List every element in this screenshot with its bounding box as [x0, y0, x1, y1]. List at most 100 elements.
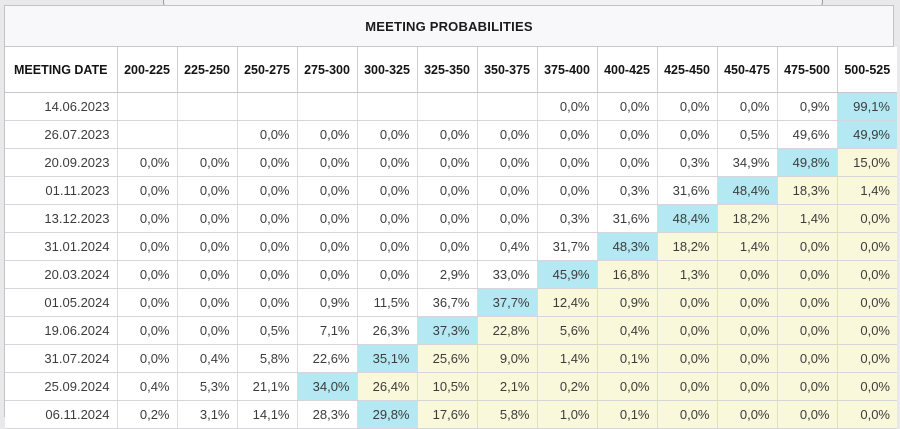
probability-cell: 1,4%: [716, 232, 777, 261]
probability-cell: 34,9%: [716, 148, 777, 177]
probability-cell: 0,4%: [176, 344, 237, 373]
probability-cell: 0,0%: [596, 372, 657, 401]
probability-cell: 0,0%: [356, 260, 417, 289]
meeting-date-header: MEETING DATE: [5, 47, 117, 93]
meeting-date-cell: 31.07.2024: [5, 344, 117, 373]
probability-cell: 28,3%: [296, 400, 357, 429]
probability-cell: 45,9%: [536, 260, 597, 289]
probability-cell: 0,0%: [776, 232, 837, 261]
probability-cell: 0,0%: [296, 204, 357, 233]
probability-cell: 0,0%: [836, 204, 897, 233]
probability-cell: 0,0%: [416, 176, 477, 205]
probability-cell: 0,0%: [116, 148, 177, 177]
probability-cell: 0,0%: [296, 148, 357, 177]
rate-range-header: 325-350: [416, 47, 477, 93]
meeting-probabilities-panel: MEETING PROBABILITIES MEETING DATE 200-22…: [4, 5, 897, 429]
probability-cell: 0,0%: [836, 260, 897, 289]
probability-cell: 0,0%: [236, 148, 297, 177]
probability-cell: [416, 92, 477, 121]
probability-cell: 0,0%: [236, 260, 297, 289]
meeting-date-cell: 19.06.2024: [5, 316, 117, 345]
meeting-date-cell: 26.07.2023: [5, 120, 117, 149]
rate-range-header: 450-475: [716, 47, 777, 93]
header-row: MEETING DATE 200-225 225-250 250-275 275-300…: [5, 47, 897, 93]
probability-cell: [296, 92, 357, 121]
meeting-date-cell: 20.09.2023: [5, 148, 117, 177]
probability-cell: 0,0%: [776, 260, 837, 289]
probability-cell: 0,0%: [116, 176, 177, 205]
probability-cell: 0,0%: [776, 372, 837, 401]
probability-cell: 14,1%: [236, 400, 297, 429]
probability-cell: 49,6%: [776, 120, 837, 149]
probability-cell: 0,4%: [596, 316, 657, 345]
probability-cell: 0,0%: [416, 148, 477, 177]
probability-cell: 0,0%: [716, 372, 777, 401]
probability-cell: 5,8%: [236, 344, 297, 373]
probability-cell: 0,5%: [716, 120, 777, 149]
rate-range-header: 275-300: [296, 47, 357, 93]
probability-cell: 0,0%: [176, 232, 237, 261]
probability-cell: 0,0%: [356, 232, 417, 261]
probability-cell: 0,0%: [236, 204, 297, 233]
probability-cell: 0,0%: [176, 260, 237, 289]
probability-cell: 22,6%: [296, 344, 357, 373]
probability-cell: 0,0%: [356, 176, 417, 205]
probability-cell: [236, 92, 297, 121]
probability-cell: 0,0%: [656, 372, 717, 401]
probability-cell: 0,9%: [596, 288, 657, 317]
probability-cell: 31,6%: [596, 204, 657, 233]
probability-cell: 37,7%: [476, 288, 537, 317]
probability-cell: 25,6%: [416, 344, 477, 373]
probability-cell: 0,0%: [536, 176, 597, 205]
probability-cell: 35,1%: [356, 344, 417, 373]
probability-cell: 22,8%: [476, 316, 537, 345]
meeting-date-cell: 31.01.2024: [5, 232, 117, 261]
probability-cell: 0,0%: [716, 316, 777, 345]
probability-cell: 12,4%: [536, 288, 597, 317]
meeting-row: 25.09.2024 0,4% 5,3% 21,1% 34,0% 26,4% 10,5% 2,…: [5, 372, 897, 401]
probability-cell: 99,1%: [836, 92, 897, 121]
probability-cell: 1,3%: [656, 260, 717, 289]
probability-cell: 29,8%: [356, 400, 417, 429]
probability-cell: 16,8%: [596, 260, 657, 289]
meeting-row: 01.11.2023 0,0% 0,0% 0,0% 0,0% 0,0% 0,0% 0,0% 0,…: [5, 176, 897, 205]
probability-cell: 34,0%: [296, 372, 357, 401]
probability-cell: 37,3%: [416, 316, 477, 345]
probability-cell: 48,4%: [656, 204, 717, 233]
probability-cell: 9,0%: [476, 344, 537, 373]
probability-cell: 18,3%: [776, 176, 837, 205]
probability-cell: 0,0%: [116, 288, 177, 317]
probability-cell: 2,9%: [416, 260, 477, 289]
probability-cell: 2,1%: [476, 372, 537, 401]
probability-cell: 0,0%: [296, 232, 357, 261]
probability-cell: 0,0%: [716, 400, 777, 429]
probability-cell: 0,0%: [776, 344, 837, 373]
probability-cell: 0,0%: [116, 344, 177, 373]
probability-cell: [176, 120, 237, 149]
probability-cell: 0,0%: [296, 176, 357, 205]
probability-cell: 0,0%: [476, 120, 537, 149]
meeting-row: 31.07.2024 0,0% 0,4% 5,8% 22,6% 35,1% 25,6% 9,0…: [5, 344, 897, 373]
rate-range-header: 300-325: [356, 47, 417, 93]
rate-range-header: 200-225: [116, 47, 177, 93]
probability-cell: 1,4%: [536, 344, 597, 373]
probability-cell: 3,1%: [176, 400, 237, 429]
probability-cell: 0,0%: [176, 204, 237, 233]
probability-cell: 15,0%: [836, 148, 897, 177]
probability-cell: 31,6%: [656, 176, 717, 205]
probability-cell: 0,4%: [476, 232, 537, 261]
probability-cell: 0,0%: [416, 204, 477, 233]
probability-cell: 1,0%: [536, 400, 597, 429]
probability-cell: [116, 92, 177, 121]
probability-cell: 21,1%: [236, 372, 297, 401]
meeting-row: 01.05.2024 0,0% 0,0% 0,0% 0,9% 11,5% 36,7% 37,7…: [5, 288, 897, 317]
probability-cell: 0,0%: [656, 120, 717, 149]
probability-cell: 0,0%: [476, 148, 537, 177]
rate-range-header: 350-375: [476, 47, 537, 93]
probability-cell: 0,0%: [656, 316, 717, 345]
probability-cell: 0,0%: [116, 232, 177, 261]
probability-cell: 0,0%: [656, 92, 717, 121]
probability-cell: 0,0%: [176, 148, 237, 177]
probability-cell: 0,0%: [236, 288, 297, 317]
title-bar: MEETING PROBABILITIES: [5, 6, 893, 47]
